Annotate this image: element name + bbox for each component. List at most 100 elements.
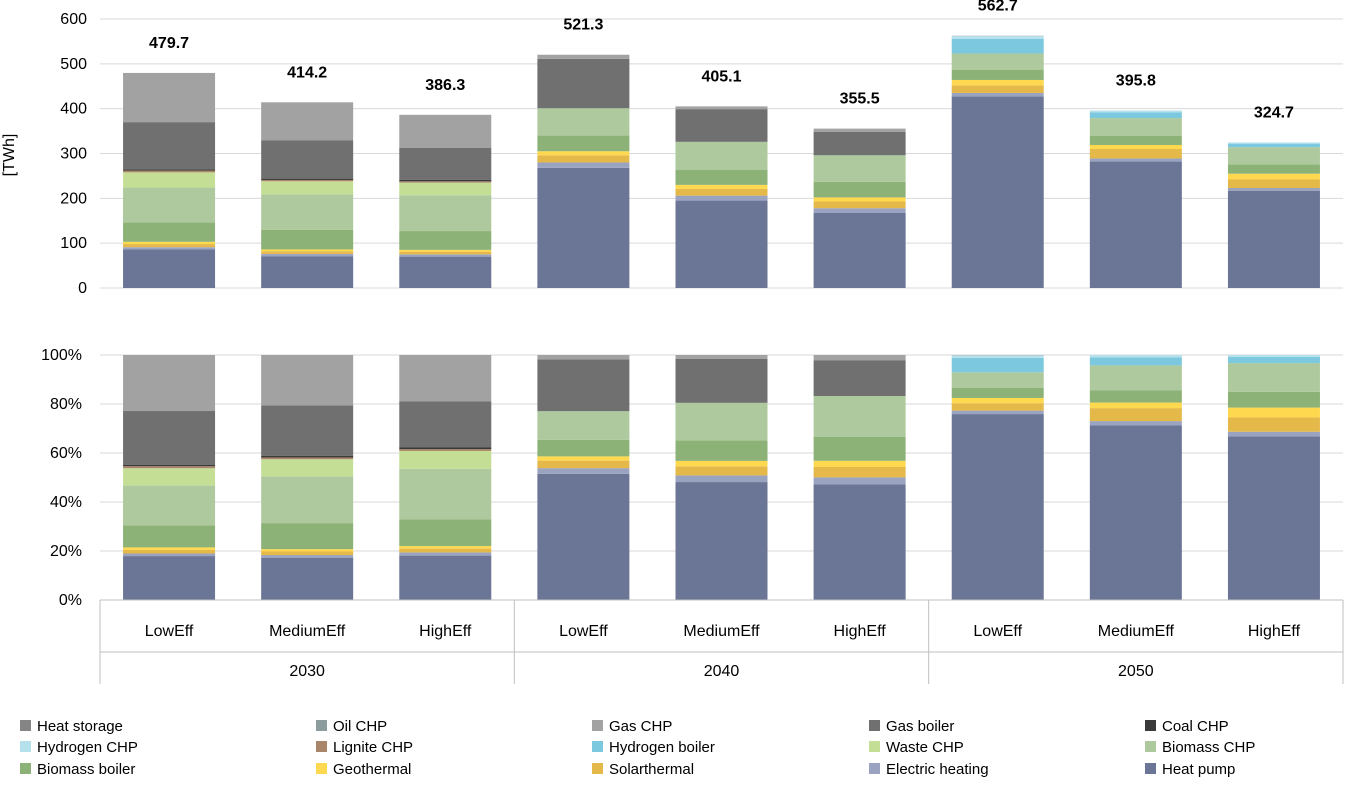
bar-segment-share-gas-chp — [123, 355, 216, 412]
bar-segment-share-gas-boiler — [399, 401, 492, 448]
bar-segment-biomass-chp — [951, 53, 1044, 70]
bar-segment-share-biomass-boiler — [261, 523, 354, 550]
bar-total-label: 355.5 — [840, 91, 880, 108]
bar-segment-electric-heating — [675, 195, 768, 201]
bar-segment-share-biomass-chp — [261, 476, 354, 524]
bar-segment-share-heat-pump — [261, 558, 354, 600]
bar-segment-share-electric-heating — [813, 477, 906, 485]
bar-segment-hydrogen-chp — [951, 36, 1044, 39]
bar-total-label: 386.3 — [425, 77, 465, 94]
bar-segment-share-electric-heating — [399, 552, 492, 556]
bar-segment-gas-boiler — [813, 131, 906, 156]
bar-segment-waste-chp — [399, 182, 492, 196]
bar-segment-share-solarthermal — [261, 551, 354, 556]
bar-segment-gas-chp — [813, 128, 906, 132]
bar-segment-share-solarthermal — [123, 549, 216, 554]
bar-segment-share-solarthermal — [537, 460, 630, 469]
bar-segment-share-electric-heating — [1089, 421, 1182, 426]
bottom-y-tick-label: 60% — [50, 445, 82, 462]
bar-segment-waste-chp — [123, 172, 216, 188]
legend-swatch — [316, 720, 327, 731]
bar-segment-hydrogen-boiler — [951, 38, 1044, 54]
chart-legend: Heat storage Oil CHP Gas CHP Gas boiler Coal… — [20, 718, 1255, 778]
group-label: 2030 — [289, 663, 325, 680]
top-y-tick-label: 300 — [60, 146, 87, 163]
category-label: LowEff — [559, 623, 608, 640]
bar-segment-biomass-chp — [399, 195, 492, 232]
category-label: MediumEff — [1098, 623, 1175, 640]
bar-segment-share-biomass-chp — [399, 468, 492, 520]
category-label: LowEff — [145, 623, 194, 640]
bottom-chart-y-axis: 0% 20% 40% 60% 80% 100% — [41, 347, 82, 609]
bar-segment-share-biomass-chp — [951, 372, 1044, 388]
bar-segment-share-electric-heating — [123, 553, 216, 557]
bar-segment-share-waste-chp — [123, 468, 216, 486]
bar-segment-share-heat-pump — [537, 473, 630, 600]
bar-total-label: 405.1 — [701, 68, 741, 85]
bar-segment-biomass-boiler — [1227, 164, 1320, 174]
bar-segment-gas-chp — [675, 106, 768, 110]
legend-label: Coal CHP — [1162, 718, 1229, 735]
bar-segment-share-gas-boiler — [813, 360, 906, 397]
bar-segment-share-solarthermal — [813, 466, 906, 478]
bar-segment-share-geothermal — [123, 547, 216, 550]
bottom-y-tick-label: 100% — [41, 347, 82, 364]
legend-label: Biomass boiler — [37, 761, 135, 778]
bar-segment-share-hydrogen-boiler — [951, 357, 1044, 373]
top-chart-bars — [123, 35, 1320, 288]
top-chart-y-axis-label: [TWh] — [1, 134, 18, 177]
bar-segment-share-geothermal — [813, 460, 906, 467]
legend-swatch — [316, 763, 327, 774]
bar-segment-share-biomass-boiler — [951, 387, 1044, 398]
bar-segment-share-gas-boiler — [123, 411, 216, 465]
bar-segment-electric-heating — [399, 254, 492, 257]
bar-segment-biomass-boiler — [399, 231, 492, 250]
bar-segment-biomass-boiler — [261, 229, 354, 250]
bar-segment-geothermal — [261, 249, 354, 252]
bar-total-label: 324.7 — [1254, 104, 1294, 121]
bar-segment-biomass-chp — [261, 194, 354, 230]
bar-segment-share-heat-pump — [951, 414, 1044, 600]
bar-total-label: 414.2 — [287, 64, 327, 81]
bar-segment-solarthermal — [537, 155, 630, 163]
bar-segment-biomass-chp — [123, 187, 216, 223]
bar-segment-biomass-chp — [675, 141, 768, 170]
bar-total-label: 479.7 — [149, 35, 189, 52]
bar-segment-heat-pump — [813, 212, 906, 288]
bar-segment-geothermal — [1089, 144, 1182, 150]
bar-segment-share-biomass-chp — [537, 411, 630, 440]
bar-segment-electric-heating — [261, 253, 354, 257]
top-y-tick-label: 100 — [60, 235, 87, 252]
legend-swatch — [869, 720, 880, 731]
bar-segment-share-hydrogen-boiler — [1089, 357, 1182, 366]
legend-label: Oil CHP — [333, 718, 387, 735]
bar-segment-share-geothermal — [675, 460, 768, 467]
bar-segment-electric-heating — [1089, 158, 1182, 162]
legend-swatch — [20, 763, 31, 774]
bar-segment-biomass-boiler — [1089, 136, 1182, 145]
bar-segment-share-solarthermal — [399, 548, 492, 553]
bar-segment-geothermal — [813, 197, 906, 202]
category-label: HighEff — [419, 623, 472, 640]
bar-segment-share-electric-heating — [537, 468, 630, 474]
bar-segment-share-biomass-chp — [813, 396, 906, 437]
legend-label: Biomass CHP — [1162, 739, 1255, 756]
top-y-tick-label: 500 — [60, 56, 87, 73]
legend-label: Gas boiler — [886, 718, 954, 735]
bar-segment-heat-pump — [675, 200, 768, 288]
bar-segment-geothermal — [123, 241, 216, 245]
bar-segment-heat-pump — [123, 249, 216, 288]
bar-segment-share-electric-heating — [951, 410, 1044, 415]
bar-segment-biomass-chp — [537, 108, 630, 136]
bar-segment-share-heat-pump — [123, 556, 216, 600]
bar-segment-share-heat-pump — [399, 555, 492, 600]
bar-segment-share-biomass-chp — [123, 485, 216, 526]
bar-segment-share-hydrogen-chp — [951, 355, 1044, 358]
bar-segment-share-geothermal — [261, 549, 354, 552]
bar-segment-gas-chp — [123, 72, 216, 123]
bar-segment-solarthermal — [399, 251, 492, 255]
bar-segment-solarthermal — [1227, 179, 1320, 189]
bar-segment-solarthermal — [123, 244, 216, 248]
bar-segment-share-hydrogen-chp — [1227, 355, 1320, 358]
